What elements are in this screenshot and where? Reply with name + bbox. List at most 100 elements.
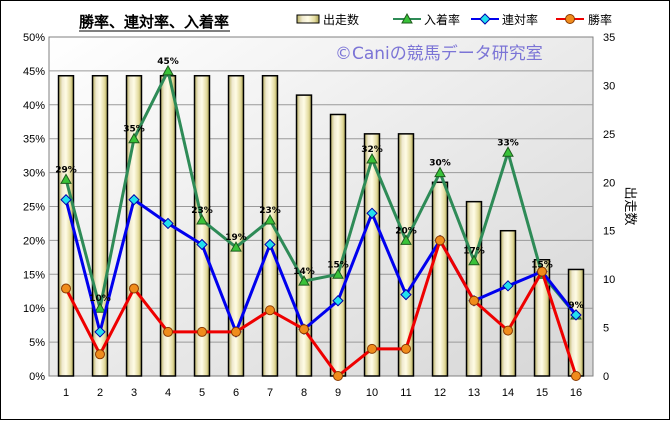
data-label: 23% (191, 206, 213, 216)
triangle-marker (60, 173, 72, 184)
triangle-marker (162, 64, 174, 76)
y-right-tick-label: 15 (603, 226, 615, 238)
bar (91, 74, 109, 377)
diamond-marker (570, 309, 582, 321)
x-tick-label: 2 (97, 387, 103, 399)
circle-marker (61, 283, 71, 294)
triangle-marker (230, 241, 242, 252)
y-left-tick-label: 30% (23, 168, 45, 180)
y-left-tick-label: 35% (23, 134, 45, 146)
legend-label-win-rate: 勝率 (588, 12, 612, 27)
bar (329, 113, 347, 377)
bar (363, 133, 381, 377)
y-right-tick-label: 0 (603, 371, 609, 383)
triangle-marker (332, 268, 344, 279)
diamond-marker (502, 280, 514, 292)
legend-diamond-icon (479, 13, 491, 25)
data-label: 32% (361, 145, 383, 155)
data-label: 10% (89, 294, 111, 304)
data-label: 9% (568, 301, 583, 311)
data-label: 35% (123, 125, 145, 135)
diamond-marker (94, 326, 106, 338)
bar (397, 133, 415, 377)
diamond-marker (162, 217, 174, 230)
y-left-tick-label: 15% (23, 269, 45, 281)
circle-marker (435, 235, 445, 246)
axis-ticks: 0%5%10%15%20%25%30%35%40%45%50%051015202… (23, 32, 615, 399)
y-left-tick-label: 50% (23, 32, 45, 44)
circle-marker (469, 295, 479, 306)
triangle-marker (264, 214, 276, 225)
data-label: 30% (429, 159, 451, 169)
line-series (60, 64, 582, 381)
bar (499, 229, 517, 377)
y-right-tick-label: 10 (603, 274, 615, 286)
diamond-marker (60, 194, 72, 206)
y-left-tick-label: 20% (23, 235, 45, 247)
triangle-marker (196, 214, 208, 225)
x-tick-label: 10 (366, 387, 378, 399)
triangle-marker (400, 234, 412, 245)
right-axis-title: 出走数 (622, 186, 637, 225)
triangle-marker (298, 275, 310, 286)
y-left-tick-label: 10% (23, 303, 45, 315)
circle-marker (367, 343, 377, 354)
x-tick-label: 9 (335, 387, 341, 399)
circle-marker (299, 324, 309, 335)
circle-marker (401, 343, 411, 354)
legend-triangle-icon (401, 12, 413, 24)
x-tick-label: 11 (400, 387, 411, 399)
bar (295, 94, 313, 377)
x-tick-label: 3 (131, 387, 137, 399)
x-tick-label: 5 (199, 387, 205, 399)
diamond-marker (400, 288, 412, 301)
x-tick-label: 14 (502, 387, 514, 399)
series-line (64, 197, 578, 337)
circle-marker (95, 349, 105, 360)
y-right-tick-label: 30 (603, 80, 615, 92)
series-line (64, 236, 578, 379)
diamond-marker (332, 295, 344, 307)
bar (227, 74, 245, 377)
data-label: 33% (497, 138, 519, 148)
chart-title: 勝率、連対率、入着率 (79, 13, 229, 31)
circle-marker (231, 326, 241, 337)
x-tick-label: 6 (233, 387, 239, 399)
x-tick-label: 1 (63, 387, 69, 399)
circle-marker (503, 325, 513, 336)
data-label: 23% (259, 206, 281, 216)
data-labels: 29% 10% 35% 45% 23% 19% 23% 14% 15% 32% 20% 30% 17% 3… (55, 57, 583, 311)
triangle-marker (94, 302, 106, 313)
y-right-tick-label: 5 (603, 323, 609, 335)
triangle-marker (366, 153, 378, 164)
triangle-marker (502, 146, 514, 157)
data-label: 19% (225, 233, 247, 243)
y-left-tick-label: 25% (23, 202, 45, 214)
circle-marker (333, 371, 343, 381)
legend-label-quinella-rate: 連対率 (502, 12, 538, 27)
legend-label-starts: 出走数 (323, 12, 359, 27)
data-label: 29% (55, 165, 77, 175)
diamond-marker (366, 207, 378, 219)
x-tick-label: 13 (468, 387, 480, 399)
diamond-marker (264, 238, 276, 251)
circle-marker (129, 283, 139, 294)
triangle-marker (468, 254, 480, 266)
x-tick-label: 12 (434, 387, 446, 399)
diamond-marker (128, 194, 140, 206)
x-tick-label: 15 (536, 387, 548, 399)
x-tick-label: 8 (301, 387, 307, 399)
circle-marker (265, 305, 275, 316)
data-label: 14% (293, 267, 315, 277)
y-right-tick-label: 35 (603, 32, 615, 44)
data-label: 45% (157, 57, 179, 67)
data-label: 20% (395, 226, 417, 236)
circle-marker (537, 266, 547, 277)
series-line (64, 66, 578, 316)
bar-series (57, 74, 585, 377)
bar (431, 181, 449, 377)
y-right-tick-label: 20 (603, 177, 615, 189)
diamond-marker (196, 238, 208, 251)
